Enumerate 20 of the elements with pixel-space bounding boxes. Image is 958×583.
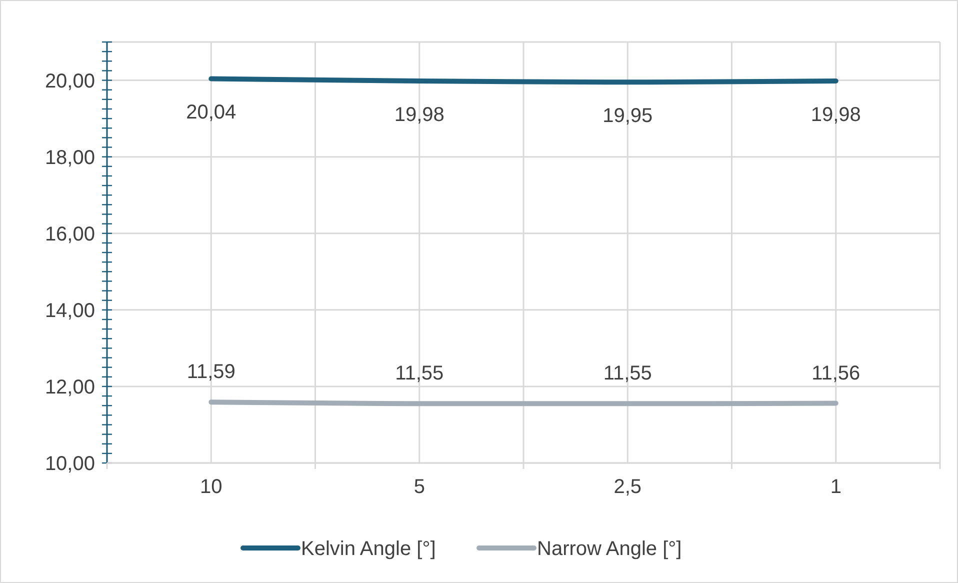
data-label: 19,95 — [602, 105, 653, 128]
data-label: 11,55 — [603, 362, 652, 385]
data-label: 11,59 — [186, 361, 236, 384]
y-tick-label: 16,00 — [44, 223, 95, 246]
y-tick-label: 10,00 — [44, 453, 95, 475]
y-tick-label: 18,00 — [44, 146, 95, 169]
data-label: 19,98 — [394, 104, 444, 126]
y-tick-label: 14,00 — [44, 300, 95, 322]
x-tick-label: 1 — [830, 476, 842, 498]
data-label: 11,55 — [395, 362, 444, 385]
legend-label: Narrow Angle [°] — [537, 538, 682, 560]
x-tick-label: 10 — [200, 476, 222, 498]
legend-label: Kelvin Angle [°] — [301, 538, 436, 560]
x-tick-label: 2,5 — [614, 476, 642, 498]
x-tick-label: 5 — [414, 476, 425, 498]
data-label: 11,56 — [812, 362, 860, 384]
y-tick-label: 20,00 — [44, 70, 95, 92]
data-label: 20,04 — [186, 102, 236, 124]
data-label: 19,98 — [810, 104, 861, 126]
y-tick-label: 12,00 — [44, 376, 95, 398]
